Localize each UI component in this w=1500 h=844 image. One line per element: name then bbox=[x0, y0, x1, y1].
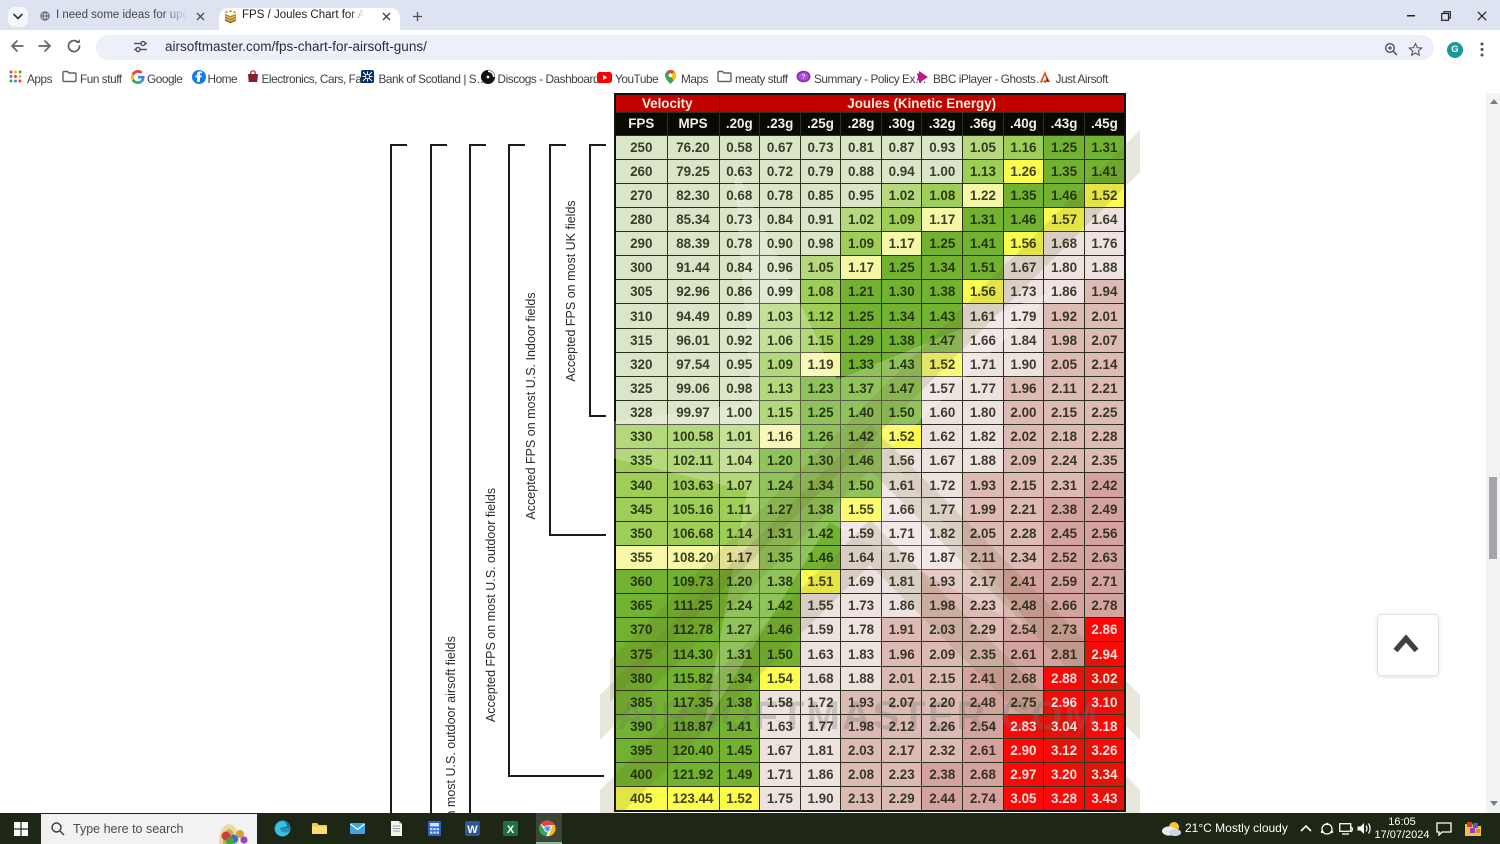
svg-text:AIRSOFTMASTER.COM: AIRSOFTMASTER.COM bbox=[617, 694, 1100, 738]
svg-text:W: W bbox=[467, 824, 478, 836]
svg-text:?: ? bbox=[802, 74, 806, 81]
svg-text:X: X bbox=[507, 824, 515, 836]
